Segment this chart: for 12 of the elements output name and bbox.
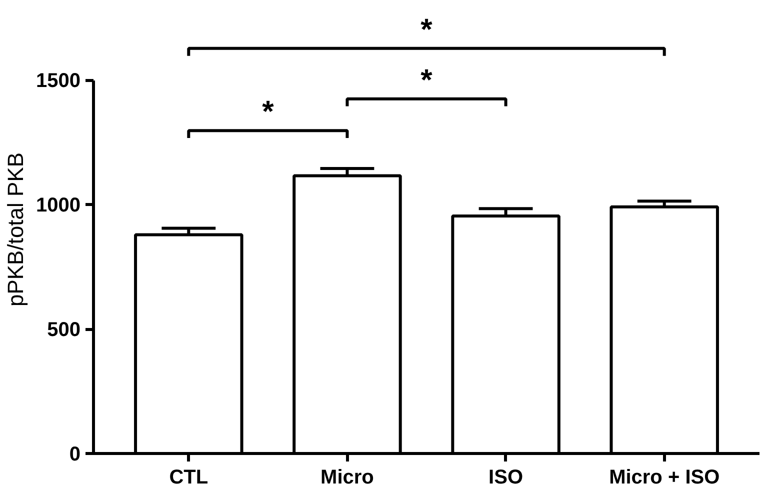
x-tick-label: Micro <box>320 466 374 488</box>
x-tick-label: Micro + ISO <box>609 466 720 488</box>
y-axis-title: pPKB/total PKB <box>3 152 28 307</box>
y-tick-label: 500 <box>47 319 81 342</box>
annotation: * <box>420 64 433 97</box>
x-tick-label: CTL <box>169 466 208 488</box>
y-tick-label: 1000 <box>36 194 81 217</box>
y-tick-label: 0 <box>69 444 80 466</box>
y-tick-label: 1500 <box>36 70 81 92</box>
text: * <box>420 14 433 47</box>
annotation: * <box>262 96 274 129</box>
x-tick-label: ISO <box>488 466 524 488</box>
